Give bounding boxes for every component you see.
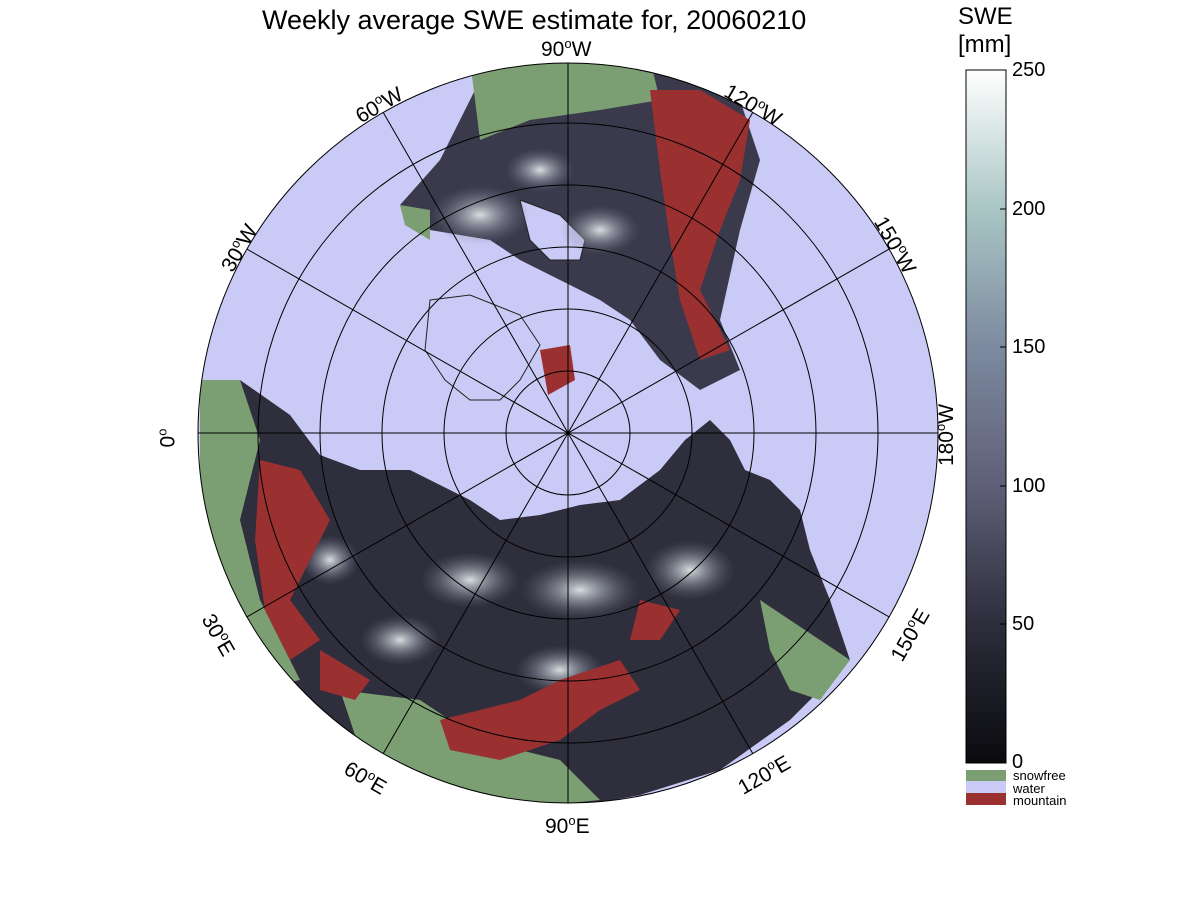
colorbar-tick-marks (1000, 69, 1006, 764)
legend-swatch-mountain (966, 793, 1006, 805)
greenland (424, 294, 541, 401)
legend-label-mountain: mountain (1013, 793, 1067, 808)
legend-swatch-snowfree (966, 770, 1006, 781)
graticule (198, 63, 938, 803)
map-title: Weekly average SWE estimate for, 2006021… (262, 5, 807, 35)
colorbar-tick-label: 150 (1012, 336, 1046, 358)
lon-label-180w: 180oW (933, 403, 959, 467)
lon-label-90w: 90oW (541, 36, 592, 61)
colorbar-gradient (965, 69, 1007, 764)
legend-label-snowfree: snowfree (1013, 768, 1066, 783)
swe-highlights (300, 148, 735, 695)
colorbar-unit-line1: SWE (958, 3, 1013, 30)
colorbar-unit: SWE [mm] (958, 3, 1013, 59)
legend-swatch-water (966, 781, 1006, 793)
colorbar-tick-label: 50 (1012, 613, 1035, 635)
map-frame (197, 62, 939, 804)
colorbar-tick-label: 0 (1012, 751, 1024, 773)
mountain-areas (255, 90, 750, 760)
colorbar-tick-label: 100 (1012, 475, 1046, 497)
legend-label-water: water (1013, 781, 1045, 796)
colorbar-tick-label: 250 (1012, 59, 1046, 81)
colorbar-unit-line2: [mm] (958, 31, 1012, 58)
colorbar-tick-label: 200 (1012, 198, 1046, 220)
lon-label-90e: 90oE (545, 813, 590, 838)
lon-label-0: 0o (154, 428, 180, 448)
